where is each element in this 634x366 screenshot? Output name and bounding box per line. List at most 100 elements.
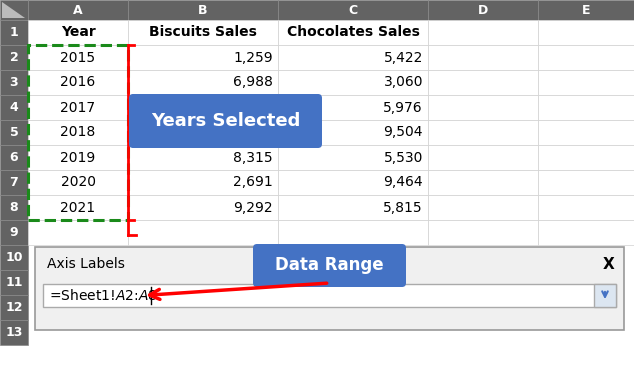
Text: 1: 1 (10, 26, 18, 39)
Bar (278, 220, 428, 245)
Bar (538, 70, 634, 95)
Bar (428, 220, 538, 245)
Text: 4: 4 (10, 101, 18, 114)
Bar (128, 220, 278, 245)
Text: 2,691: 2,691 (233, 176, 273, 190)
Bar (428, 195, 538, 220)
Text: D: D (478, 4, 488, 16)
Bar (538, 220, 634, 245)
Text: C: C (349, 4, 358, 16)
Text: 6,988: 6,988 (233, 75, 273, 90)
Text: 3: 3 (10, 76, 18, 89)
Text: 9,504: 9,504 (384, 126, 423, 139)
Bar (28, 170, 128, 195)
Bar (128, 70, 278, 95)
Bar (0, 120, 28, 145)
Bar (28, 120, 128, 145)
Text: 11: 11 (5, 276, 23, 289)
Bar (28, 195, 128, 220)
Bar (0, 45, 28, 70)
Text: 6: 6 (10, 151, 18, 164)
Bar (0, 95, 28, 120)
Text: 2: 2 (10, 51, 18, 64)
Bar (128, 20, 278, 45)
Bar (28, 70, 128, 95)
Text: 8,315: 8,315 (233, 150, 273, 164)
Bar (128, 120, 278, 145)
FancyBboxPatch shape (129, 94, 322, 148)
Text: 5,976: 5,976 (384, 101, 423, 115)
Text: 5: 5 (10, 126, 18, 139)
Bar (538, 170, 634, 195)
Bar (0, 20, 28, 45)
Bar (538, 145, 634, 170)
Polygon shape (2, 2, 25, 18)
Text: 9,657: 9,657 (233, 101, 273, 115)
Text: Years Selected: Years Selected (151, 112, 300, 130)
Bar (28, 220, 128, 245)
Text: 2017: 2017 (60, 101, 96, 115)
Text: 8: 8 (10, 201, 18, 214)
Bar (278, 0, 428, 20)
Text: 2018: 2018 (60, 126, 96, 139)
Bar (43, 284, 616, 307)
Bar (538, 120, 634, 145)
FancyBboxPatch shape (253, 244, 406, 287)
Bar (28, 0, 128, 20)
Text: 12: 12 (5, 301, 23, 314)
Bar (128, 145, 278, 170)
Bar (0, 70, 28, 95)
Bar (278, 145, 428, 170)
Text: A: A (73, 4, 83, 16)
Bar (278, 120, 428, 145)
Text: 1,259: 1,259 (233, 51, 273, 64)
Bar (428, 145, 538, 170)
Text: 5,815: 5,815 (384, 201, 423, 214)
Bar (428, 20, 538, 45)
Bar (278, 45, 428, 70)
Text: 5,422: 5,422 (384, 51, 423, 64)
Bar (128, 45, 278, 70)
Bar (278, 70, 428, 95)
Bar (278, 20, 428, 45)
Text: 5,530: 5,530 (384, 150, 423, 164)
Bar (594, 284, 616, 307)
Text: 9: 9 (10, 226, 18, 239)
Text: Biscuits Sales: Biscuits Sales (149, 26, 257, 40)
Bar (278, 95, 428, 120)
Bar (128, 195, 278, 220)
Bar (28, 95, 128, 120)
Text: E: E (582, 4, 590, 16)
Bar (538, 195, 634, 220)
Text: Axis Labels: Axis Labels (47, 258, 125, 272)
Text: Year: Year (61, 26, 95, 40)
Bar (428, 45, 538, 70)
Bar (28, 20, 128, 45)
Bar (0, 195, 28, 220)
Bar (128, 95, 278, 120)
Text: 9,464: 9,464 (384, 176, 423, 190)
Bar (428, 70, 538, 95)
Bar (28, 145, 128, 170)
Text: X: X (603, 257, 615, 272)
Text: 2015: 2015 (60, 51, 96, 64)
Bar (278, 170, 428, 195)
Text: Chocolates Sales: Chocolates Sales (287, 26, 420, 40)
Bar (128, 0, 278, 20)
Bar (428, 120, 538, 145)
Bar (428, 0, 538, 20)
Bar (0, 295, 28, 320)
Text: =Sheet1!$A$2:$A$8: =Sheet1!$A$2:$A$8 (49, 288, 158, 303)
Text: 10: 10 (5, 251, 23, 264)
Text: 2020: 2020 (60, 176, 96, 190)
Bar (0, 170, 28, 195)
Bar (28, 45, 128, 70)
Bar (538, 0, 634, 20)
Bar (28, 45, 128, 220)
Text: 7: 7 (10, 176, 18, 189)
Bar (428, 95, 538, 120)
Text: B: B (198, 4, 208, 16)
Bar (278, 195, 428, 220)
Text: Data Range: Data Range (275, 257, 384, 274)
Bar (0, 270, 28, 295)
